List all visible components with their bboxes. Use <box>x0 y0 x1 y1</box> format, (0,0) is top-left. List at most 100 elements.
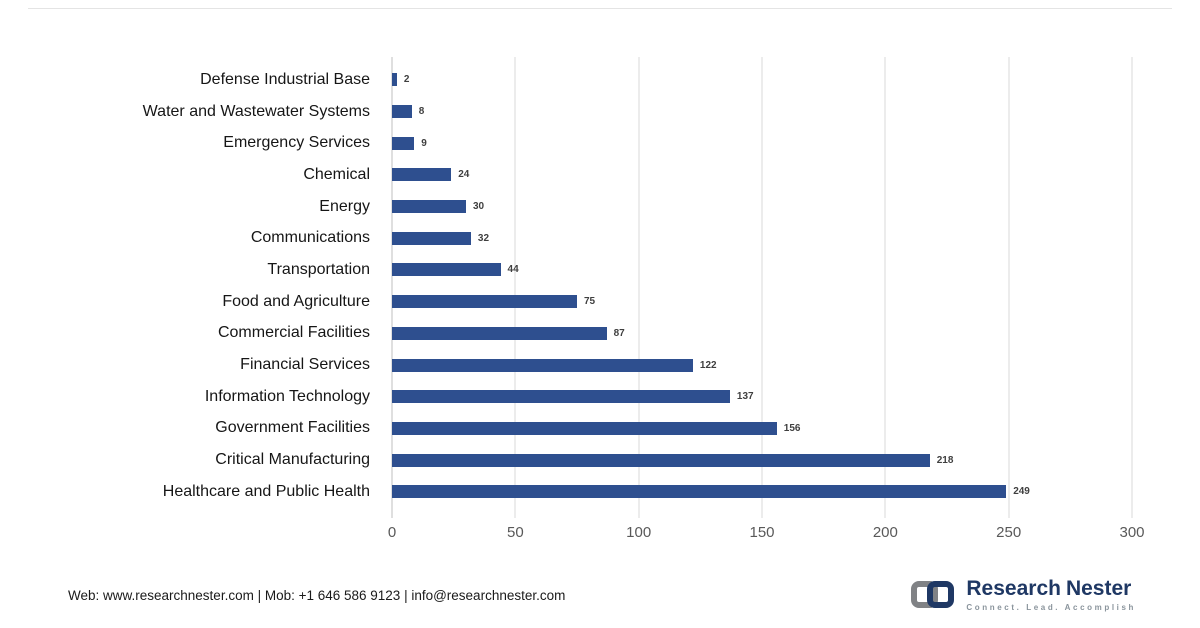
logo-name-part2: Nester <box>1065 577 1132 600</box>
bar-track: 24 <box>392 159 1132 191</box>
bar <box>392 105 412 119</box>
top-divider <box>28 8 1172 9</box>
x-axis: 0 50 100 150 200 250 300 <box>388 523 1145 544</box>
contact-info: Web: www.researchnester.com | Mob: +1 64… <box>68 587 566 603</box>
value-label: 75 <box>584 296 596 308</box>
gridline <box>638 57 640 518</box>
chart-row: Defense Industrial Base 2 <box>0 64 1132 96</box>
value-label: 2 <box>403 74 410 86</box>
bar-chart: Defense Industrial Base 2 Water and Wastew… <box>0 57 1145 544</box>
gridline <box>761 57 763 518</box>
bar-track: 8 <box>392 96 1132 128</box>
bar-track: 75 <box>392 286 1132 318</box>
value-label: 249 <box>1013 486 1030 498</box>
category-label: Communications <box>250 229 370 247</box>
gridline <box>391 57 393 518</box>
bar-track: 218 <box>392 444 1132 476</box>
bar-track: 2 <box>392 64 1132 96</box>
gridline <box>514 57 516 518</box>
category-label: Defense Industrial Base <box>200 70 370 88</box>
bar <box>392 358 693 372</box>
chart-row: Communications 32 <box>0 222 1132 254</box>
chart-row: Water and Wastewater Systems 8 <box>0 96 1132 128</box>
chain-links-icon <box>911 579 957 611</box>
bar-track: 87 <box>392 318 1132 350</box>
value-label: 8 <box>418 106 425 118</box>
category-label: Critical Manufacturing <box>215 451 370 469</box>
bar <box>392 168 452 182</box>
chart-row: Financial Services 122 <box>0 349 1132 381</box>
gridline <box>884 57 886 518</box>
category-label: Transportation <box>267 260 370 278</box>
category-label: Water and Wastewater Systems <box>142 102 370 120</box>
chart-row: Food and Agriculture 75 <box>0 286 1132 318</box>
chart-row: Government Facilities 156 <box>0 413 1132 445</box>
footer: Web: www.researchnester.com | Mob: +1 64… <box>68 578 1136 612</box>
x-tick-label: 300 <box>1119 523 1145 541</box>
category-label: Energy <box>319 197 370 215</box>
logo-text: Research Nester Connect. Lead. Accomplish <box>966 578 1136 612</box>
category-label: Emergency Services <box>223 134 370 152</box>
bar <box>392 326 607 340</box>
gridline <box>1131 57 1133 518</box>
x-tick-label: 100 <box>626 523 652 541</box>
bar <box>392 421 777 435</box>
bar <box>392 263 501 277</box>
x-tick-label: 250 <box>996 523 1022 541</box>
value-label: 9 <box>421 137 427 149</box>
value-label: 122 <box>699 359 717 371</box>
bar <box>392 295 577 309</box>
chart-rows: Defense Industrial Base 2 Water and Wastew… <box>0 64 1132 508</box>
bar-track: 156 <box>392 413 1132 445</box>
logo-tagline: Connect. Lead. Accomplish <box>966 603 1136 612</box>
chain-link-gray <box>911 581 939 608</box>
chart-row: Transportation 44 <box>0 254 1132 286</box>
category-label: Healthcare and Public Health <box>162 482 370 500</box>
chain-link-navy <box>927 581 955 608</box>
value-label: 156 <box>783 422 801 434</box>
bar <box>392 231 471 245</box>
value-label: 218 <box>936 454 954 466</box>
value-label: 87 <box>613 327 625 339</box>
chart-row: Information Technology 137 <box>0 381 1132 413</box>
category-label: Financial Services <box>240 356 370 374</box>
bar <box>392 453 930 467</box>
bar-track: 44 <box>392 254 1132 286</box>
bar <box>392 390 730 404</box>
x-tick-label: 0 <box>387 523 397 541</box>
logo-name: Research Nester <box>966 578 1136 599</box>
bar-track: 9 <box>392 127 1132 159</box>
x-tick-label: 150 <box>749 523 775 541</box>
bar <box>392 200 466 214</box>
gridlines <box>391 57 1133 518</box>
bar-track: 137 <box>392 381 1132 413</box>
gridline <box>1008 57 1010 518</box>
chart-row: Energy 30 <box>0 191 1132 223</box>
logo-name-part1: Research <box>966 577 1061 600</box>
bar-track: 30 <box>392 191 1132 223</box>
chart-row: Critical Manufacturing 218 <box>0 444 1132 476</box>
value-label: 24 <box>458 169 470 181</box>
x-tick-label: 50 <box>506 523 524 541</box>
value-label: 44 <box>507 264 519 276</box>
category-label: Government Facilities <box>215 419 370 437</box>
x-tick-label: 200 <box>872 523 898 541</box>
bar <box>392 73 397 87</box>
chart-row: Chemical 24 <box>0 159 1132 191</box>
value-label: 32 <box>477 232 490 244</box>
category-label: Food and Agriculture <box>222 292 370 310</box>
logo: Research Nester Connect. Lead. Accomplish <box>911 578 1136 612</box>
bar-track: 122 <box>392 349 1132 381</box>
bar <box>392 136 415 150</box>
bar <box>392 485 1007 499</box>
chart-row: Commercial Facilities 87 <box>0 318 1132 350</box>
category-label: Commercial Facilities <box>217 324 370 342</box>
plot-area: Defense Industrial Base 2 Water and Wastew… <box>0 57 1133 518</box>
value-label: 30 <box>473 201 485 213</box>
category-label: Chemical <box>303 165 370 183</box>
category-label: Information Technology <box>204 387 370 405</box>
value-label: 137 <box>736 391 754 403</box>
bar-track: 249 <box>392 476 1132 508</box>
chart-row: Emergency Services 9 <box>0 127 1132 159</box>
